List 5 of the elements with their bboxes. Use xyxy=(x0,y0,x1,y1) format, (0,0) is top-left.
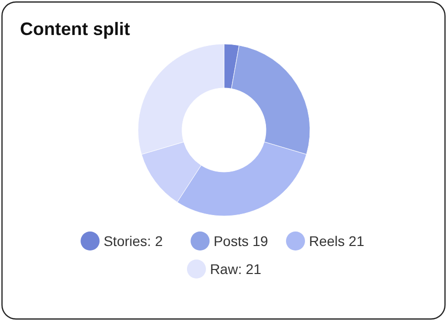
chart-title: Content split xyxy=(20,19,130,39)
legend-label: Raw: 21 xyxy=(210,261,262,277)
legend-label: Posts 19 xyxy=(214,233,268,249)
legend-label: Reels 21 xyxy=(309,233,364,249)
legend-label: Stories: 2 xyxy=(104,233,163,249)
